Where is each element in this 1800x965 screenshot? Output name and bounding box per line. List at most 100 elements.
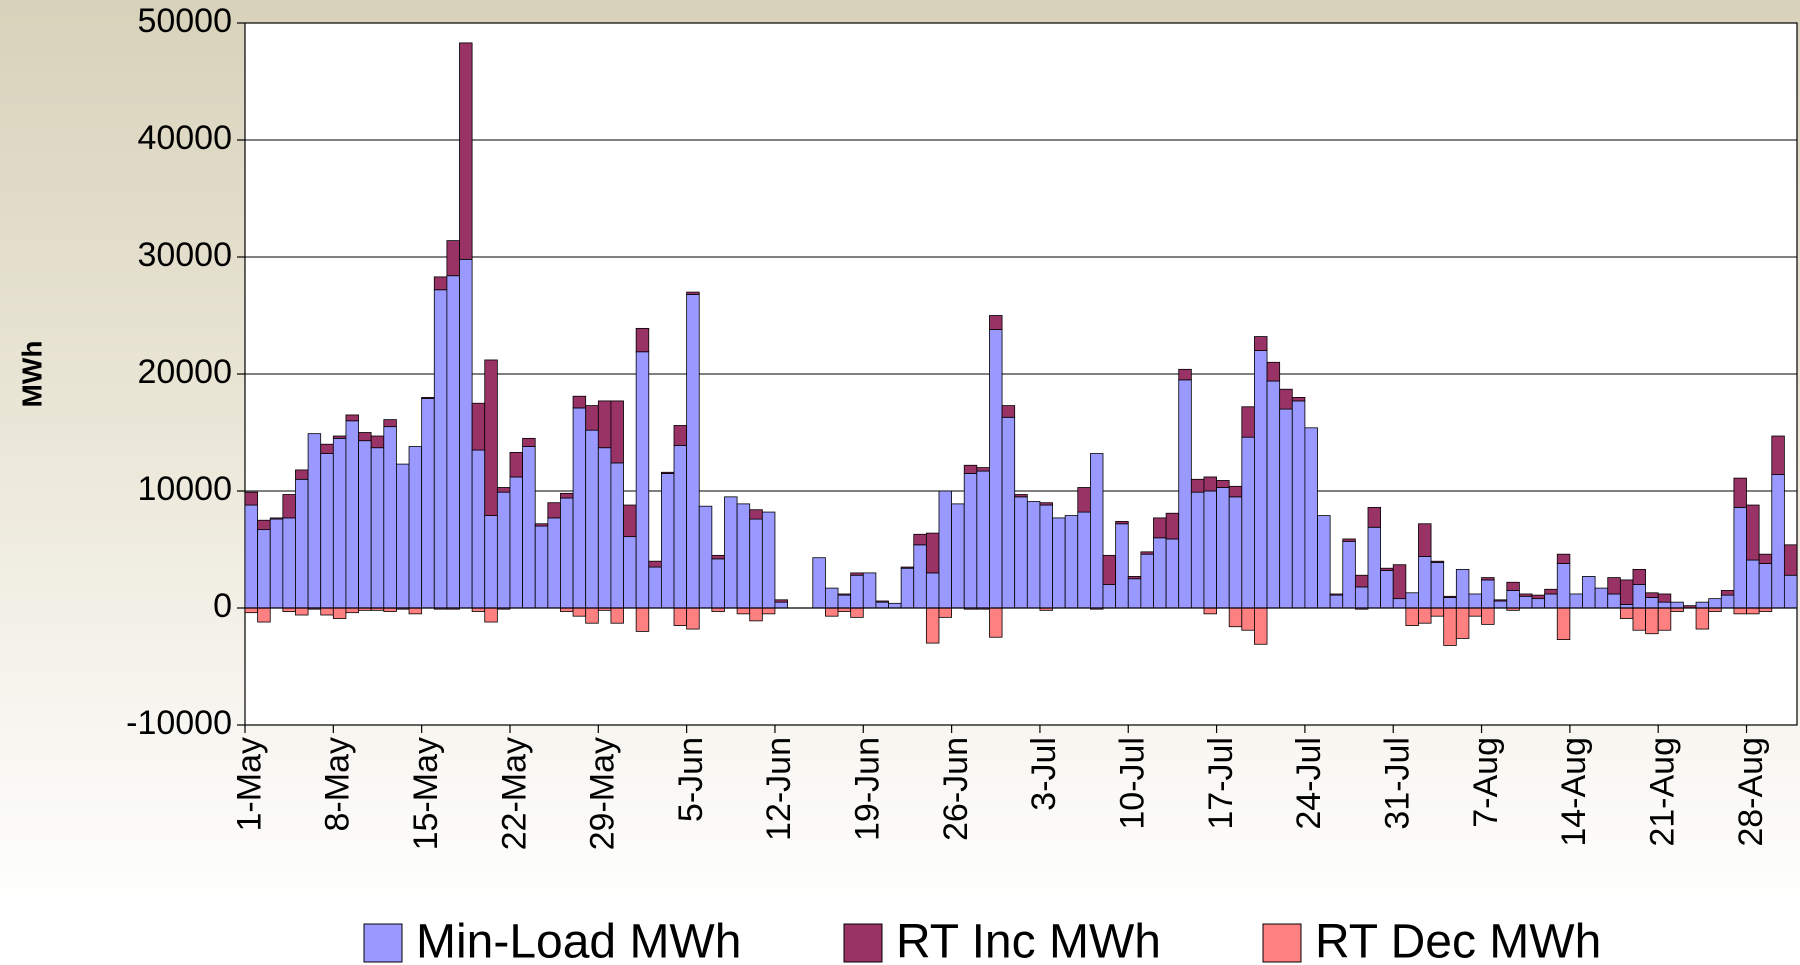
bar (1165, 512, 1180, 540)
bar (1670, 601, 1684, 609)
bar (585, 429, 599, 609)
y-axis-label: MWh (16, 341, 47, 408)
bar (1354, 586, 1369, 609)
bar (1405, 607, 1419, 626)
bar (1153, 517, 1167, 539)
bar (774, 599, 788, 603)
bar (1354, 574, 1369, 588)
bar (1014, 494, 1028, 498)
bar (1733, 506, 1747, 609)
bar (585, 607, 599, 624)
bar (1241, 436, 1255, 609)
bar (711, 554, 725, 560)
bar (1102, 584, 1117, 609)
bar (1657, 601, 1672, 609)
bar (446, 240, 460, 277)
bar (244, 607, 259, 614)
bar (1102, 554, 1117, 585)
bar (1216, 480, 1230, 488)
x-tick-label: 22-May (495, 737, 533, 850)
bar (1418, 556, 1432, 609)
bar (1708, 598, 1722, 609)
bar (295, 469, 309, 480)
bar (1556, 563, 1571, 609)
bar (1089, 453, 1104, 609)
bar (1481, 579, 1495, 609)
bar (446, 275, 460, 609)
bar (837, 593, 852, 596)
bar (1418, 523, 1432, 557)
bar (1455, 568, 1470, 609)
bar (295, 607, 309, 616)
bar (1418, 607, 1432, 624)
bar (1430, 607, 1445, 617)
bar (320, 453, 334, 609)
bar (572, 407, 587, 609)
bar (345, 420, 359, 609)
bar (724, 496, 738, 609)
bar (913, 533, 927, 546)
bar (1519, 595, 1533, 609)
bar (749, 509, 763, 520)
bar (850, 607, 864, 618)
bar (1014, 496, 1028, 609)
bar (560, 497, 574, 609)
bar (1569, 593, 1583, 609)
bar (837, 594, 852, 609)
bar (1039, 504, 1053, 609)
bar (332, 607, 347, 619)
bar (1468, 607, 1482, 617)
bar (660, 471, 675, 474)
bar (1216, 487, 1230, 609)
bar (1657, 607, 1672, 631)
bar (900, 566, 915, 569)
bar (1392, 598, 1407, 609)
bar (850, 572, 864, 576)
bar (673, 425, 688, 446)
bar (673, 444, 688, 609)
bar (484, 359, 498, 516)
bar (925, 532, 940, 574)
bar (989, 607, 1003, 638)
x-tick-label: 24-Jul (1290, 737, 1328, 830)
bar (433, 289, 448, 609)
bar (749, 607, 763, 622)
bar (383, 426, 397, 609)
bar (1455, 607, 1470, 639)
bar (1203, 490, 1217, 609)
bar (345, 607, 359, 614)
bar (825, 607, 839, 617)
bar (1506, 581, 1520, 591)
bar (1228, 485, 1243, 498)
bar (1190, 478, 1205, 493)
bar (332, 435, 347, 439)
bar (875, 600, 889, 603)
x-tick-label: 21-Aug (1643, 737, 1681, 847)
bar (1153, 537, 1167, 609)
bar (900, 567, 915, 609)
bar (295, 478, 309, 609)
bar (698, 505, 713, 609)
bar (1001, 416, 1016, 609)
bar (673, 607, 688, 626)
bar (1279, 388, 1293, 410)
bar (1443, 607, 1457, 646)
bar (850, 574, 864, 609)
bar (1607, 593, 1621, 609)
bar (989, 315, 1003, 330)
bar (610, 607, 624, 624)
bar (1607, 577, 1621, 595)
bar (1468, 593, 1482, 609)
bar (1115, 521, 1129, 525)
x-tick-label: 31-Jul (1379, 737, 1417, 830)
bar (534, 525, 549, 609)
bar (471, 449, 486, 609)
bar (1266, 361, 1281, 382)
bar (648, 560, 662, 568)
bar (963, 464, 978, 474)
bar (345, 414, 359, 422)
bar (1342, 540, 1356, 609)
bar (1695, 607, 1710, 630)
bar (1746, 607, 1760, 615)
bar (686, 291, 700, 295)
